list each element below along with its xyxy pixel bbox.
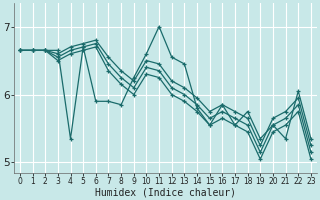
X-axis label: Humidex (Indice chaleur): Humidex (Indice chaleur) [95,187,236,197]
